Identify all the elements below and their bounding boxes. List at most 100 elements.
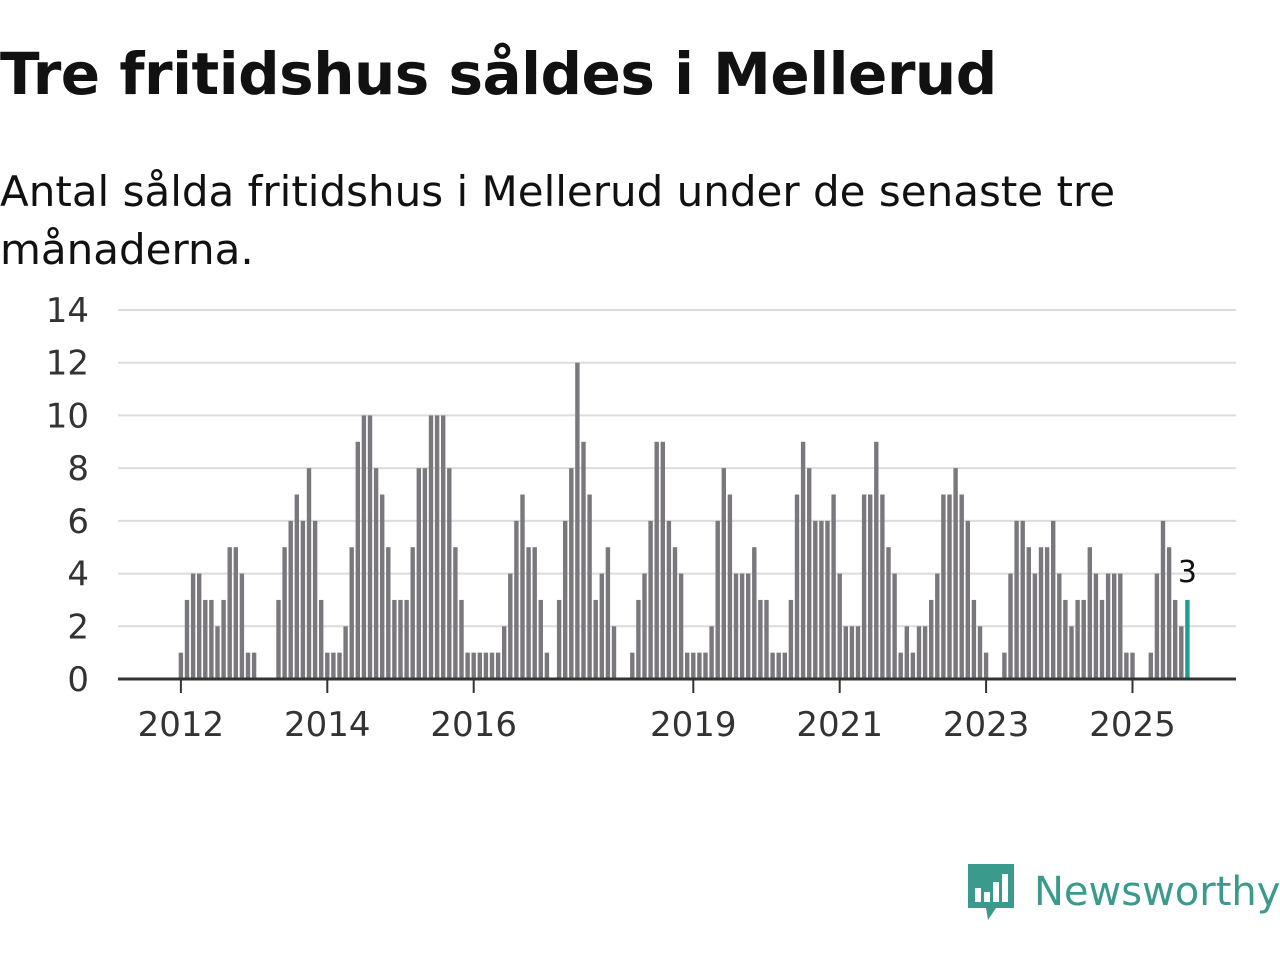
bar [349, 547, 354, 679]
bar [727, 494, 733, 679]
bar [538, 599, 543, 679]
bar [721, 468, 726, 679]
bar [965, 520, 970, 679]
y-tick-label: 0 [67, 660, 89, 700]
bar [203, 599, 208, 679]
bar [849, 626, 855, 679]
x-axis: 2012 2014 2016 2019 2021 2023 2025 [118, 677, 1236, 745]
bar [770, 652, 775, 679]
bar [367, 415, 373, 679]
bar [251, 652, 257, 679]
bar [441, 415, 446, 679]
bar [758, 599, 763, 679]
bar [221, 599, 226, 679]
bar [855, 626, 861, 679]
bars [178, 362, 1190, 679]
bar [825, 520, 830, 679]
bar [788, 599, 794, 679]
bar [1038, 547, 1044, 679]
bar [807, 468, 812, 679]
x-tick-label: 2016 [430, 705, 517, 745]
bar [306, 468, 312, 679]
bar [685, 652, 690, 679]
bar [660, 441, 665, 679]
bar [861, 494, 867, 679]
bar [904, 626, 909, 679]
bar [752, 547, 757, 679]
bar [874, 441, 879, 679]
bar [910, 652, 916, 679]
bar [563, 520, 568, 679]
bar [605, 547, 611, 679]
bar [983, 652, 989, 679]
bar [819, 520, 824, 679]
bar [325, 652, 330, 679]
bar [1093, 573, 1099, 679]
bar [739, 573, 745, 679]
bar [898, 652, 903, 679]
bar [1173, 599, 1178, 679]
brand-logo: Newsworthy [966, 862, 1280, 922]
y-tick-label: 2 [67, 607, 89, 647]
bar [1154, 573, 1160, 679]
bar [800, 441, 806, 679]
bar [1124, 652, 1129, 679]
bar [508, 573, 513, 679]
bar [715, 520, 720, 679]
bar [489, 652, 495, 679]
bar [575, 362, 580, 679]
bar [465, 652, 470, 679]
bar [331, 652, 336, 679]
bar [532, 547, 537, 679]
y-axis-ticks: 0 2 4 6 8 10 12 14 [46, 291, 89, 700]
bar [1026, 547, 1031, 679]
bar [215, 626, 220, 679]
y-tick-label: 6 [67, 502, 89, 542]
bar [477, 652, 482, 679]
bar [1069, 626, 1074, 679]
bar [282, 547, 287, 679]
bar [654, 441, 659, 679]
bar [239, 573, 245, 679]
bar [599, 573, 604, 679]
bar [813, 520, 818, 679]
bar [935, 573, 940, 679]
bar [337, 652, 342, 679]
bar [1087, 547, 1092, 679]
bar [544, 652, 550, 679]
bar [398, 599, 403, 679]
y-tick-label: 10 [46, 396, 89, 436]
bar [831, 494, 836, 679]
bar [1044, 547, 1050, 679]
bar [1008, 573, 1013, 679]
bar [1148, 652, 1153, 679]
bar [312, 520, 318, 679]
bar [1063, 599, 1068, 679]
bar [709, 626, 714, 679]
bar [642, 573, 647, 679]
bar [916, 626, 922, 679]
bar [593, 599, 598, 679]
x-tick-label: 2023 [943, 705, 1030, 745]
x-tick-label: 2025 [1089, 705, 1176, 745]
bar [1130, 652, 1135, 679]
bar [672, 547, 678, 679]
bar [678, 573, 684, 679]
bar [197, 573, 202, 679]
bar [1160, 520, 1166, 679]
bar [630, 652, 635, 679]
last-value-label: 3 [1178, 555, 1197, 590]
bar [1057, 573, 1062, 679]
bar [1051, 520, 1056, 679]
bar [868, 494, 873, 679]
bar [556, 599, 562, 679]
x-tick-label: 2019 [650, 705, 737, 745]
bar [569, 468, 574, 679]
bar [514, 520, 519, 679]
bar [929, 599, 934, 679]
bar [1166, 547, 1172, 679]
bar [733, 573, 739, 679]
bar [776, 652, 781, 679]
bar [764, 599, 769, 679]
y-tick-label: 12 [46, 344, 89, 384]
